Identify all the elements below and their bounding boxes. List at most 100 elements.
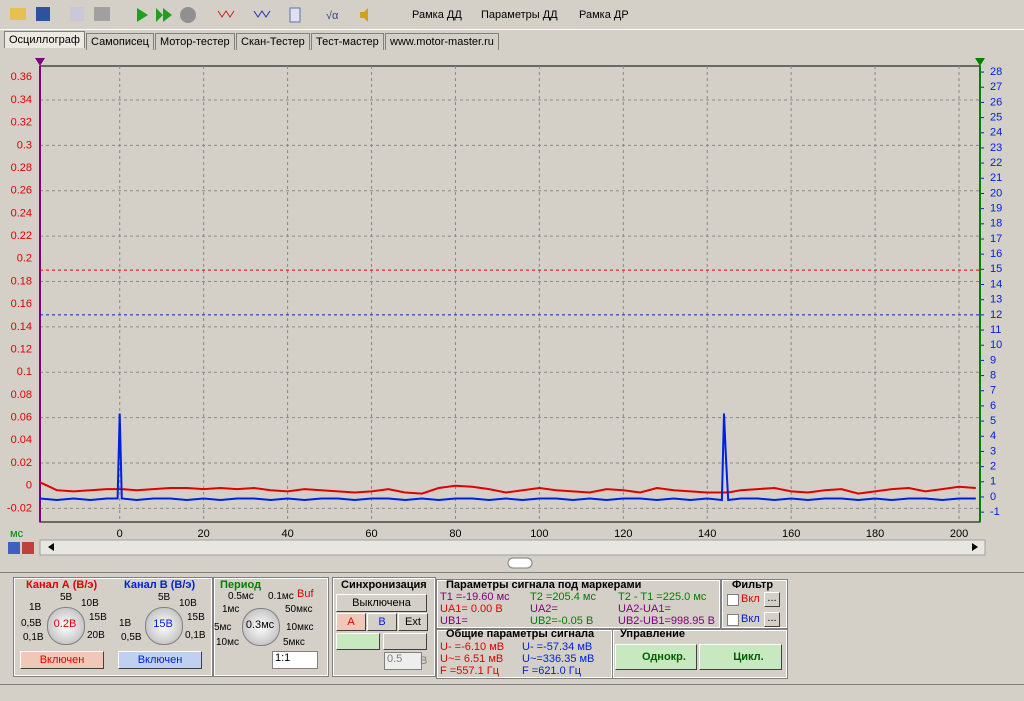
tab[interactable]: Осциллограф xyxy=(4,31,85,48)
tab[interactable]: Тест-мастер xyxy=(311,33,384,50)
series-line xyxy=(39,481,976,495)
scroll-left[interactable] xyxy=(48,543,54,551)
marker-param: UA2-UA1= xyxy=(618,603,671,615)
toolbar-button[interactable]: Рамка ДР xyxy=(579,9,629,21)
stop-icon[interactable] xyxy=(180,7,196,23)
tab[interactable]: Самописец xyxy=(86,33,154,50)
y-tick-label: 0.12 xyxy=(11,343,32,355)
y2-tick-label: 24 xyxy=(990,127,1002,139)
channel-button[interactable]: Включен xyxy=(118,651,202,669)
channel-title: Канал В (В/э) xyxy=(124,579,196,591)
tab[interactable]: Скан-Тестер xyxy=(236,33,310,50)
zoom-select[interactable]: 1:1 xyxy=(272,651,318,669)
y2-tick-label: 18 xyxy=(990,218,1002,230)
sync-source[interactable]: B xyxy=(367,613,397,631)
level-input[interactable]: 0.5 xyxy=(384,652,422,670)
channel-b-icon[interactable] xyxy=(253,10,271,18)
scrollbar[interactable] xyxy=(39,539,986,556)
slope-button[interactable] xyxy=(336,633,380,650)
channel-a-icon[interactable] xyxy=(217,10,235,18)
channel-button[interactable]: Включен xyxy=(20,651,104,669)
y-tick-label: -0.02 xyxy=(7,502,32,514)
scale-label: 5В xyxy=(60,592,73,603)
sync-source[interactable]: A xyxy=(336,613,366,631)
x-tick-label: 80 xyxy=(449,528,461,540)
x-tick-label: 100 xyxy=(530,528,548,540)
play-loop-icon[interactable] xyxy=(156,8,172,22)
y2-tick-label: 7 xyxy=(990,385,996,397)
filter-settings[interactable]: ... xyxy=(764,592,780,607)
zoom-button[interactable] xyxy=(8,542,20,554)
y-tick-label: 0.04 xyxy=(11,434,32,446)
slope-button[interactable] xyxy=(383,633,427,650)
scale-label: 0,1В xyxy=(23,632,44,643)
checkbox[interactable] xyxy=(727,614,739,626)
zoom-button[interactable] xyxy=(22,542,34,554)
y-tick-label: 0.24 xyxy=(11,207,32,219)
tab[interactable]: www.motor-master.ru xyxy=(385,33,499,50)
scale-label: 50мкс xyxy=(285,604,313,615)
group-box xyxy=(213,577,329,677)
y2-tick-label: 21 xyxy=(990,172,1002,184)
group-box xyxy=(612,629,788,679)
scale-label: 0.5мс xyxy=(228,591,254,602)
scroll-right[interactable] xyxy=(972,543,978,551)
toolbar-button[interactable]: Параметры ДД xyxy=(481,9,558,21)
print-icon[interactable] xyxy=(94,7,110,21)
save-icon[interactable] xyxy=(36,7,50,21)
signal-param: U- =-57.34 мВ xyxy=(522,641,593,653)
y2-tick-label: 20 xyxy=(990,187,1002,199)
math-icon[interactable]: √α xyxy=(326,10,339,22)
scale-label: 15В xyxy=(187,612,205,623)
preview-icon[interactable] xyxy=(70,7,84,21)
channel-title: Канал А (В/э) xyxy=(26,579,98,591)
y-tick-label: 0.1 xyxy=(17,366,32,378)
y-tick-label: 0.02 xyxy=(11,457,32,469)
tab[interactable]: Мотор-тестер xyxy=(155,33,235,50)
marker-param: T2 =205.4 мс xyxy=(530,591,596,603)
doc-icon[interactable] xyxy=(289,7,301,23)
scale-label: 5мс xyxy=(214,622,232,633)
sync-source[interactable]: Ext xyxy=(398,613,428,631)
scale-label: 0.1мс xyxy=(268,591,294,602)
x-tick-label: 200 xyxy=(950,528,968,540)
knob-value: 15В xyxy=(153,618,173,630)
x-axis-label: мс xyxy=(10,528,24,540)
knob-value: 0.2В xyxy=(53,618,77,630)
y2-tick-label: 10 xyxy=(990,339,1002,351)
plot-area xyxy=(39,65,981,523)
marker-param: UB2=-0.05 В xyxy=(530,615,594,627)
filter-settings[interactable]: ... xyxy=(764,612,780,627)
series-line xyxy=(39,413,976,502)
y2-tick-label: -1 xyxy=(990,506,1000,518)
scale-label: 10мкс xyxy=(286,622,314,633)
control-button[interactable]: Цикл. xyxy=(699,644,782,670)
y-tick-label: 0.36 xyxy=(11,71,32,83)
checkbox[interactable] xyxy=(727,594,739,606)
toolbar-icons: √α xyxy=(137,7,368,23)
play-icon[interactable] xyxy=(137,8,148,22)
x-tick-label: 20 xyxy=(198,528,210,540)
expand-button[interactable] xyxy=(507,557,533,569)
marker-handle xyxy=(975,58,985,66)
x-tick-label: 0 xyxy=(117,528,123,540)
y2-tick-label: 2 xyxy=(990,461,996,473)
scale-label: 10В xyxy=(179,598,197,609)
marker-param: T1 =-19.60 мс xyxy=(440,591,510,603)
sound-icon[interactable] xyxy=(360,8,368,22)
scale-label: 5мкс xyxy=(283,637,305,648)
y-tick-label: 0.32 xyxy=(11,117,32,129)
control-button[interactable]: Однокр. xyxy=(615,644,697,670)
y2-tick-label: 13 xyxy=(990,294,1002,306)
open-icon[interactable] xyxy=(10,8,26,20)
sync-mode[interactable]: Выключена xyxy=(336,594,427,612)
y-tick-label: 0.3 xyxy=(17,139,32,151)
toolbar: √α xyxy=(0,0,1024,30)
y2-tick-label: 28 xyxy=(990,66,1002,78)
y-tick-label: 0.14 xyxy=(11,321,32,333)
group-title: Управление xyxy=(620,628,686,640)
toolbar-button[interactable]: Рамка ДД xyxy=(412,9,462,21)
scale-label: 10В xyxy=(81,598,99,609)
y-tick-label: 0.08 xyxy=(11,389,32,401)
y2-tick-label: 12 xyxy=(990,309,1002,321)
